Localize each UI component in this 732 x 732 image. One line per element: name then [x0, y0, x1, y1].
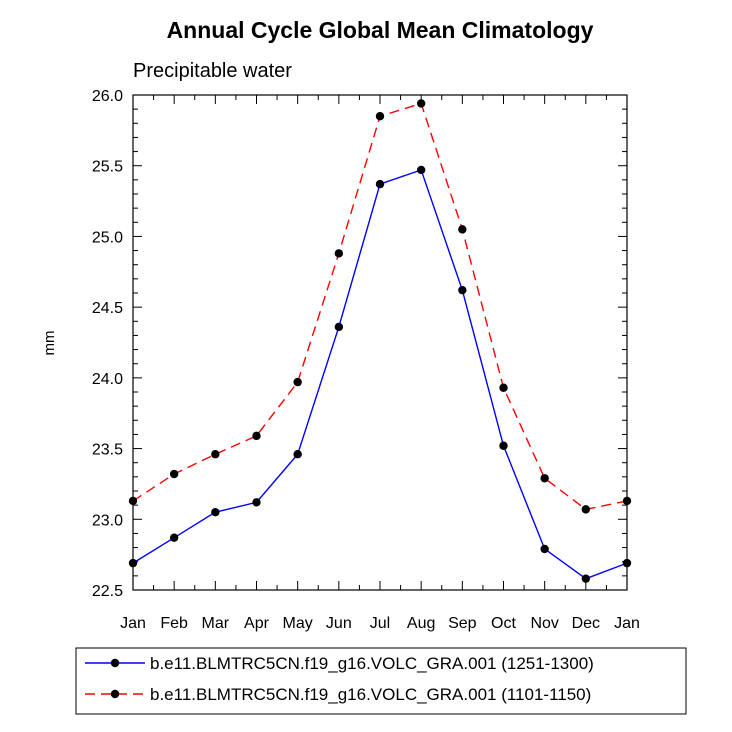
- data-point-series-1: [416, 165, 426, 175]
- y-tick-label: 24.0: [92, 371, 123, 388]
- legend-entry-label: b.e11.BLMTRC5CN.f19_g16.VOLC_GRA.001 (12…: [150, 654, 594, 673]
- data-point-series-2: [499, 383, 508, 392]
- data-point-series-2: [540, 474, 549, 483]
- data-point-series-2: [211, 450, 220, 459]
- x-tick-label: Oct: [491, 615, 516, 632]
- data-point-series-1: [169, 533, 179, 542]
- data-point-series-1: [581, 574, 591, 583]
- x-tick-label: Jan: [614, 615, 640, 632]
- data-point-series-2: [169, 469, 179, 479]
- data-point-series-2: [622, 496, 632, 506]
- x-tick-label: Aug: [407, 615, 435, 632]
- x-tick-label: Nov: [530, 615, 558, 632]
- legend-swatch-marker: [110, 689, 120, 699]
- data-point-series-2: [581, 505, 591, 514]
- series-line-2: [132, 102, 628, 511]
- x-tick-label: Apr: [244, 615, 270, 632]
- data-point-series-2: [458, 225, 467, 234]
- data-point-series-1: [211, 508, 220, 517]
- data-point-series-1: [334, 322, 344, 332]
- data-point-series-2: [375, 112, 385, 121]
- y-tick-label: 24.5: [92, 300, 123, 317]
- legend-swatch-marker: [110, 658, 120, 668]
- data-point-series-2: [252, 431, 261, 441]
- data-point-series-1: [128, 558, 138, 568]
- x-tick-label: Dec: [572, 615, 600, 632]
- data-point-series-2: [293, 377, 302, 387]
- x-tick-label: May: [283, 615, 313, 632]
- data-point-series-2: [128, 496, 138, 506]
- chart-title: Annual Cycle Global Mean Climatology: [167, 17, 594, 43]
- y-tick-label: 25.5: [92, 159, 123, 176]
- x-tick-label: Jun: [326, 615, 352, 632]
- legend-entry-label: b.e11.BLMTRC5CN.f19_g16.VOLC_GRA.001 (11…: [150, 685, 591, 704]
- chart-subtitle: Precipitable water: [133, 60, 292, 82]
- legend: b.e11.BLMTRC5CN.f19_g16.VOLC_GRA.001 (12…: [75, 647, 687, 715]
- y-tick-label: 22.5: [92, 583, 123, 600]
- axes: 22.5 23.0 23.5 24.0 24.5 25.0 25.5 26.0 Jan Feb Ma…: [92, 88, 640, 632]
- data-point-series-1: [458, 285, 467, 295]
- data-point-series-1: [499, 441, 508, 450]
- x-tick-label: Jan: [120, 615, 146, 632]
- x-tick-label: Feb: [160, 615, 188, 632]
- data-point-series-1: [540, 544, 549, 554]
- data-point-series-2: [334, 249, 344, 258]
- x-tick-label: Jul: [370, 615, 390, 632]
- legend-box: [75, 647, 687, 715]
- series-line-1: [132, 169, 628, 580]
- data-point-series-1: [375, 179, 385, 189]
- y-tick-label: 23.5: [92, 442, 123, 459]
- y-tick-label: 23.0: [92, 512, 123, 529]
- y-axis-label: mm: [41, 331, 58, 356]
- data-point-series-1: [252, 498, 261, 507]
- y-tick-label: 26.0: [92, 88, 123, 105]
- y-tick-label: 25.0: [92, 229, 123, 246]
- data-point-series-1: [622, 558, 632, 568]
- data-point-series-2: [416, 99, 426, 108]
- series-group: [128, 99, 632, 583]
- x-tick-label: Mar: [202, 615, 230, 632]
- data-point-series-1: [293, 450, 302, 459]
- x-tick-label: Sep: [448, 615, 477, 632]
- plot-frame: [132, 94, 628, 591]
